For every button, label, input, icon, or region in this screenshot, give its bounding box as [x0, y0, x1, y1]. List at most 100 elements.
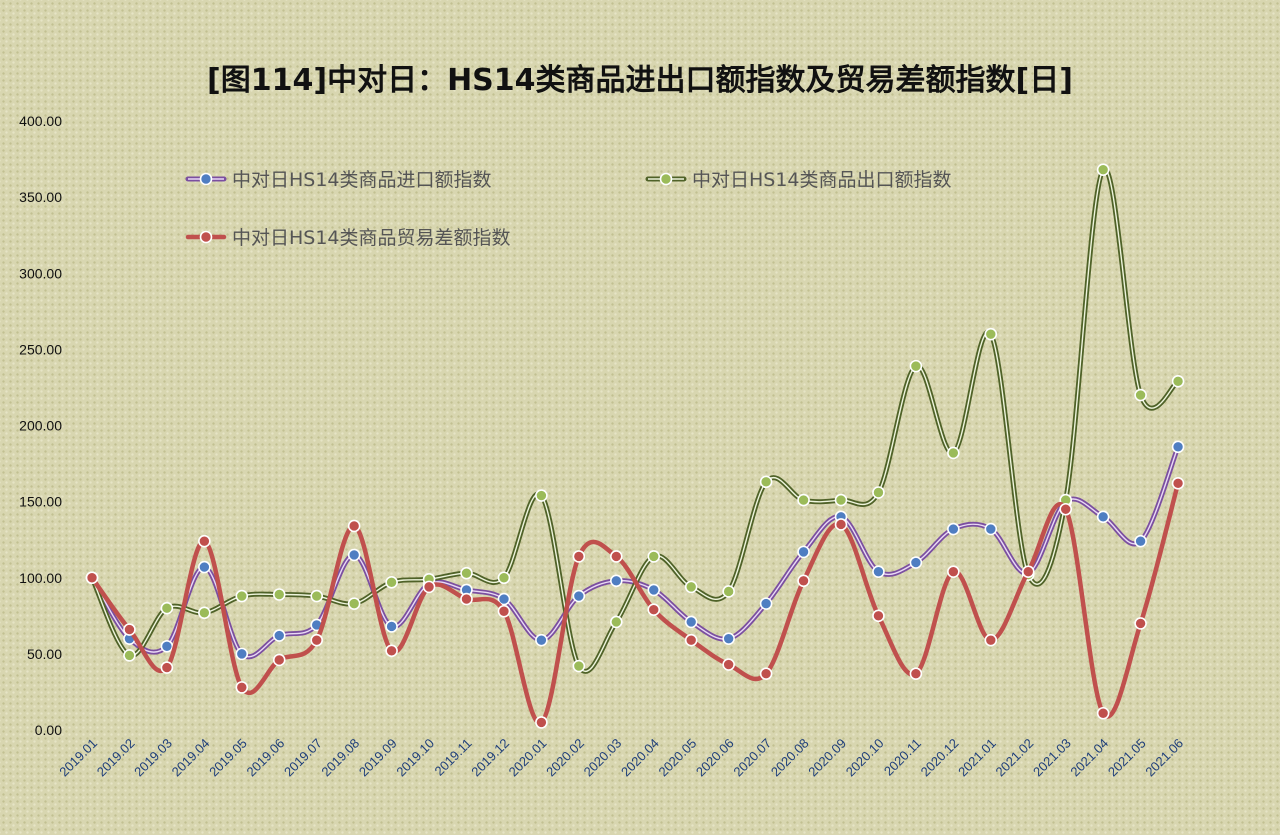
data-point [909, 359, 923, 373]
legend-marker [199, 230, 213, 244]
data-point [1134, 388, 1147, 402]
data-point [647, 550, 661, 563]
data-point [722, 632, 735, 645]
data-point [609, 550, 623, 563]
data-point [684, 615, 698, 629]
data-point [797, 493, 810, 507]
data-point [272, 629, 286, 642]
data-point [947, 522, 960, 536]
data-point [572, 589, 586, 603]
y-tick-label: 50.00 [27, 646, 62, 662]
x-tick-label: 2020.09 [805, 736, 849, 780]
x-tick-label: 2019.03 [131, 736, 175, 780]
data-point [310, 633, 324, 647]
x-tick-label: 2021.05 [1105, 736, 1149, 780]
series-line [89, 481, 1181, 725]
x-tick-label: 2019.04 [169, 736, 213, 780]
data-point [609, 615, 623, 629]
x-tick-label: 2019.06 [244, 736, 288, 780]
x-tick-label: 2019.08 [318, 736, 362, 780]
data-point [347, 519, 361, 533]
x-tick-label: 2019.05 [206, 736, 250, 780]
data-point [1171, 477, 1185, 490]
legend-label: 中对日HS14类商品贸易差额指数 [232, 227, 511, 249]
data-point [872, 565, 885, 578]
data-point [1134, 617, 1147, 630]
data-point [198, 560, 211, 574]
data-point [160, 639, 174, 653]
data-point [235, 647, 249, 661]
y-tick-label: 300.00 [19, 265, 62, 281]
data-point [85, 571, 99, 585]
x-tick-label: 2020.04 [618, 736, 662, 780]
series-3 [85, 477, 1185, 729]
data-point [497, 571, 511, 585]
y-tick-label: 400.00 [19, 113, 62, 129]
data-point [347, 597, 361, 610]
x-tick-label: 2019.11 [431, 736, 474, 779]
x-tick-label: 2019.12 [468, 736, 512, 780]
x-tick-label: 2021.02 [993, 736, 1037, 780]
data-point [1171, 375, 1185, 388]
x-tick-label: 2020.07 [730, 736, 774, 780]
data-point [722, 585, 735, 598]
x-tick-label: 2020.06 [693, 736, 737, 780]
data-point [497, 592, 511, 606]
data-point [460, 566, 473, 580]
data-point [272, 588, 286, 601]
legend-label: 中对日HS14类商品出口额指数 [692, 169, 952, 191]
data-point [422, 580, 436, 594]
x-tick-label: 2021.01 [955, 736, 999, 780]
x-tick-label: 2020.05 [655, 736, 699, 780]
data-point [909, 667, 923, 680]
data-point [160, 661, 174, 674]
data-point [535, 633, 548, 647]
legend-marker [659, 172, 673, 186]
data-point [385, 620, 398, 633]
data-point [535, 489, 548, 502]
legend-label: 中对日HS14类商品进口额指数 [232, 169, 492, 191]
data-point [272, 653, 286, 667]
x-tick-label: 2020.01 [506, 736, 550, 780]
y-tick-label: 250.00 [19, 341, 62, 357]
x-tick-label: 2020.08 [768, 736, 812, 780]
data-point [198, 606, 211, 620]
data-point [497, 604, 511, 618]
legend-item-2: 中对日HS14类商品出口额指数 [645, 169, 952, 191]
x-tick-label: 2020.10 [843, 736, 887, 780]
data-point [310, 589, 324, 603]
legend-item-3: 中对日HS14类商品贸易差额指数 [185, 227, 511, 249]
data-point [759, 475, 773, 489]
data-point [909, 556, 923, 569]
data-point [235, 681, 249, 694]
x-axis: 2019.012019.022019.032019.042019.052019.… [56, 736, 1186, 780]
data-point [947, 565, 960, 578]
data-point [834, 518, 848, 531]
data-point [1021, 565, 1035, 578]
data-point [647, 583, 661, 597]
x-tick-label: 2019.07 [281, 736, 325, 780]
legend-marker [199, 172, 213, 186]
data-point [684, 580, 698, 594]
data-point [1096, 163, 1110, 177]
data-point [347, 548, 361, 562]
x-tick-label: 2021.03 [1030, 736, 1074, 780]
x-tick-label: 2019.10 [393, 736, 437, 780]
x-tick-label: 2020.12 [918, 736, 962, 780]
data-point [684, 633, 698, 647]
data-point [872, 486, 885, 499]
data-point [1134, 534, 1147, 548]
data-point [872, 609, 885, 623]
x-tick-label: 2019.09 [356, 736, 400, 780]
data-point [235, 589, 249, 603]
data-point [984, 327, 998, 341]
legend-item-1: 中对日HS14类商品进口额指数 [185, 169, 492, 191]
x-tick-label: 2020.03 [581, 736, 625, 780]
data-point [1171, 440, 1185, 454]
data-point [572, 550, 586, 563]
data-point [198, 534, 211, 548]
data-point [759, 597, 773, 610]
data-point [759, 667, 773, 680]
x-tick-label: 2020.02 [543, 736, 587, 780]
